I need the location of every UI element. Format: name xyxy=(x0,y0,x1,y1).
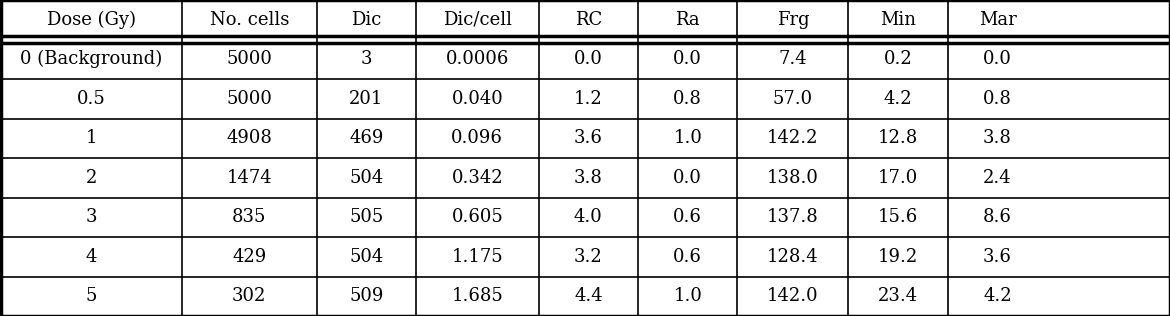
Text: No. cells: No. cells xyxy=(209,11,289,29)
Text: 2: 2 xyxy=(85,169,97,187)
Text: 469: 469 xyxy=(349,129,384,147)
Text: Min: Min xyxy=(880,11,916,29)
Text: 3.6: 3.6 xyxy=(574,129,603,147)
Text: 137.8: 137.8 xyxy=(768,208,819,226)
Text: 429: 429 xyxy=(232,248,267,266)
Text: 3: 3 xyxy=(85,208,97,226)
Text: 4.0: 4.0 xyxy=(574,208,603,226)
Text: 19.2: 19.2 xyxy=(878,248,918,266)
Text: Dose (Gy): Dose (Gy) xyxy=(47,11,136,29)
Text: 509: 509 xyxy=(349,287,384,305)
Text: 142.2: 142.2 xyxy=(768,129,819,147)
Text: RC: RC xyxy=(574,11,603,29)
Text: 0.0: 0.0 xyxy=(574,50,603,68)
Text: 1.175: 1.175 xyxy=(452,248,503,266)
Text: 0.096: 0.096 xyxy=(452,129,503,147)
Text: 1474: 1474 xyxy=(227,169,273,187)
Text: 2.4: 2.4 xyxy=(983,169,1012,187)
Text: 4908: 4908 xyxy=(226,129,273,147)
Text: 4.2: 4.2 xyxy=(883,90,913,108)
Text: 0.605: 0.605 xyxy=(452,208,503,226)
Text: 0.0006: 0.0006 xyxy=(446,50,509,68)
Text: 128.4: 128.4 xyxy=(768,248,819,266)
Text: 57.0: 57.0 xyxy=(773,90,813,108)
Text: 504: 504 xyxy=(349,169,384,187)
Text: 15.6: 15.6 xyxy=(878,208,918,226)
Text: 3.6: 3.6 xyxy=(983,248,1012,266)
Text: 4.2: 4.2 xyxy=(983,287,1012,305)
Text: 1.0: 1.0 xyxy=(673,287,702,305)
Text: 3.8: 3.8 xyxy=(983,129,1012,147)
Text: 0.040: 0.040 xyxy=(452,90,503,108)
Text: 0.0: 0.0 xyxy=(983,50,1012,68)
Text: 1.685: 1.685 xyxy=(452,287,503,305)
Text: 7.4: 7.4 xyxy=(779,50,807,68)
Text: 835: 835 xyxy=(232,208,267,226)
Text: 1.0: 1.0 xyxy=(673,129,702,147)
Text: 505: 505 xyxy=(349,208,384,226)
Text: 302: 302 xyxy=(232,287,267,305)
Text: 142.0: 142.0 xyxy=(768,287,819,305)
Text: 0.0: 0.0 xyxy=(673,50,702,68)
Text: 0.342: 0.342 xyxy=(452,169,503,187)
Text: 201: 201 xyxy=(349,90,384,108)
Text: 0.0: 0.0 xyxy=(673,169,702,187)
Text: Frg: Frg xyxy=(777,11,810,29)
Text: 5: 5 xyxy=(85,287,97,305)
Text: Dic/cell: Dic/cell xyxy=(442,11,511,29)
Text: 4: 4 xyxy=(85,248,97,266)
Text: 1: 1 xyxy=(85,129,97,147)
Text: 17.0: 17.0 xyxy=(878,169,918,187)
Text: 3: 3 xyxy=(360,50,372,68)
Text: 0.8: 0.8 xyxy=(983,90,1012,108)
Text: 138.0: 138.0 xyxy=(768,169,819,187)
Text: Mar: Mar xyxy=(978,11,1017,29)
Text: 0.8: 0.8 xyxy=(673,90,702,108)
Text: 12.8: 12.8 xyxy=(878,129,918,147)
Text: 0.5: 0.5 xyxy=(77,90,105,108)
Text: 4.4: 4.4 xyxy=(574,287,603,305)
Text: 8.6: 8.6 xyxy=(983,208,1012,226)
Text: 0.6: 0.6 xyxy=(673,248,702,266)
Text: 3.8: 3.8 xyxy=(574,169,603,187)
Text: 5000: 5000 xyxy=(226,50,273,68)
Text: 504: 504 xyxy=(349,248,384,266)
Text: 5000: 5000 xyxy=(226,90,273,108)
Text: 0 (Background): 0 (Background) xyxy=(20,50,163,68)
Text: 3.2: 3.2 xyxy=(574,248,603,266)
Text: Ra: Ra xyxy=(675,11,700,29)
Text: 23.4: 23.4 xyxy=(879,287,918,305)
Text: 0.6: 0.6 xyxy=(673,208,702,226)
Text: Dic: Dic xyxy=(351,11,381,29)
Text: 1.2: 1.2 xyxy=(574,90,603,108)
Text: 0.2: 0.2 xyxy=(883,50,913,68)
